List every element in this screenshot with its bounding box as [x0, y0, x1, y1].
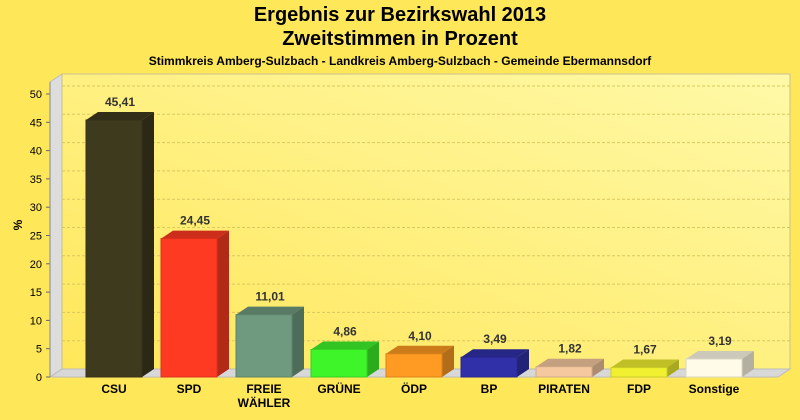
- bar: [460, 356, 518, 378]
- x-tick-label: ÖDP: [401, 381, 427, 396]
- bar: [685, 358, 743, 378]
- y-tick-label: 25: [30, 231, 42, 243]
- bar-side: [142, 111, 154, 377]
- bar-side: [217, 230, 229, 377]
- y-tick-label: 35: [30, 174, 42, 186]
- bar: [385, 353, 443, 378]
- bar-top: [236, 306, 304, 315]
- y-axis-label: %: [11, 219, 25, 230]
- bar: [610, 367, 668, 378]
- bar-side: [367, 341, 379, 377]
- x-tick-label: FDP: [627, 382, 651, 396]
- bar-side: [742, 350, 754, 377]
- bar: [160, 238, 218, 378]
- x-tick-label: WÄHLER: [238, 395, 291, 410]
- x-tick-label: BP: [481, 382, 498, 396]
- bar-top: [386, 345, 454, 354]
- chart-subtitle: Zweitstimmen in Prozent: [282, 28, 518, 50]
- y-tick-label: 40: [30, 146, 42, 158]
- bar: [310, 348, 368, 378]
- data-label: 4,10: [408, 329, 432, 343]
- bar-top: [161, 230, 229, 239]
- bar: [535, 366, 593, 378]
- data-label: 3,49: [483, 332, 507, 346]
- x-tick-label: PIRATEN: [538, 382, 590, 396]
- bar-side: [592, 358, 604, 377]
- x-tick-label: GRÜNE: [317, 381, 360, 396]
- y-tick-label: 15: [30, 287, 42, 299]
- bar-side: [292, 306, 304, 377]
- x-tick-label: SPD: [177, 382, 202, 396]
- data-label: 4,86: [333, 324, 357, 338]
- data-label: 24,45: [180, 214, 210, 228]
- bar-top: [536, 358, 604, 367]
- y-tick-label: 50: [30, 89, 42, 101]
- y-tick-label: 45: [30, 117, 42, 129]
- bar-top: [461, 349, 529, 358]
- bar-top: [611, 359, 679, 368]
- bar: [235, 314, 293, 378]
- x-tick-label: CSU: [101, 382, 126, 396]
- chart-subtitle-location: Stimmkreis Amberg-Sulzbach - Landkreis A…: [148, 54, 652, 68]
- data-label: 45,41: [105, 95, 135, 109]
- y-tick-label: 10: [30, 315, 42, 327]
- y-tick-label: 20: [30, 259, 42, 271]
- data-label: 1,82: [558, 342, 582, 356]
- y-tick-label: 5: [36, 344, 42, 356]
- bar-top: [311, 341, 379, 350]
- chart-title: Ergebnis zur Bezirkswahl 2013: [253, 4, 547, 26]
- bar-top: [86, 111, 154, 120]
- bar-side: [667, 359, 679, 377]
- y-tick-label: 30: [30, 202, 42, 214]
- data-label: 3,19: [708, 334, 732, 348]
- y-tick-label: 0: [36, 372, 42, 384]
- data-label: 11,01: [255, 290, 285, 304]
- bar-side: [517, 349, 529, 377]
- bar-side: [442, 345, 454, 377]
- bar: [85, 119, 143, 378]
- x-tick-label: Sonstige: [689, 382, 740, 396]
- x-tick-label: FREIE: [246, 382, 281, 396]
- side-wall: [49, 73, 63, 378]
- data-label: 1,67: [633, 343, 657, 357]
- bar-top: [686, 350, 754, 359]
